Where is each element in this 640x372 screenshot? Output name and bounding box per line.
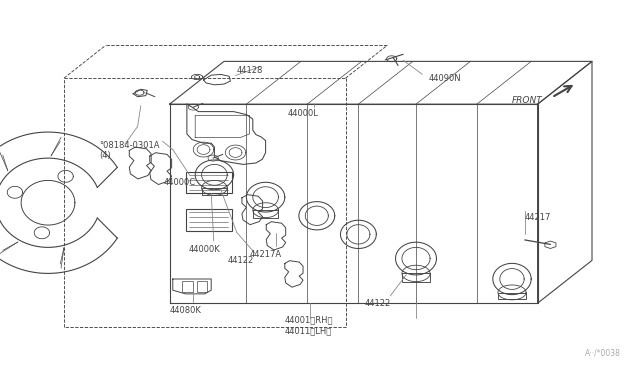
Text: 44000L: 44000L: [288, 109, 319, 118]
Text: 44122: 44122: [227, 256, 253, 265]
Text: 44090N: 44090N: [429, 74, 461, 83]
Bar: [182, 281, 193, 292]
Bar: [186, 172, 232, 193]
Bar: [202, 188, 227, 195]
Text: 44122: 44122: [365, 299, 391, 308]
Bar: [197, 281, 207, 292]
Text: FRONT: FRONT: [512, 96, 543, 105]
Text: 44217A: 44217A: [250, 250, 282, 259]
Text: 44217: 44217: [525, 213, 551, 222]
Bar: [402, 273, 430, 282]
Text: A··/*0038: A··/*0038: [585, 349, 621, 358]
Text: 44000K: 44000K: [189, 245, 221, 254]
Text: 44080K: 44080K: [170, 306, 202, 315]
Text: °08184-0301A
(4): °08184-0301A (4): [99, 141, 160, 160]
Bar: [253, 210, 278, 218]
Text: 44128: 44128: [237, 66, 263, 75]
Text: 44001（RH）
44011（LH）: 44001（RH） 44011（LH）: [285, 316, 333, 335]
Text: 44000C: 44000C: [163, 178, 195, 187]
Bar: [186, 209, 232, 231]
Bar: [498, 293, 526, 299]
